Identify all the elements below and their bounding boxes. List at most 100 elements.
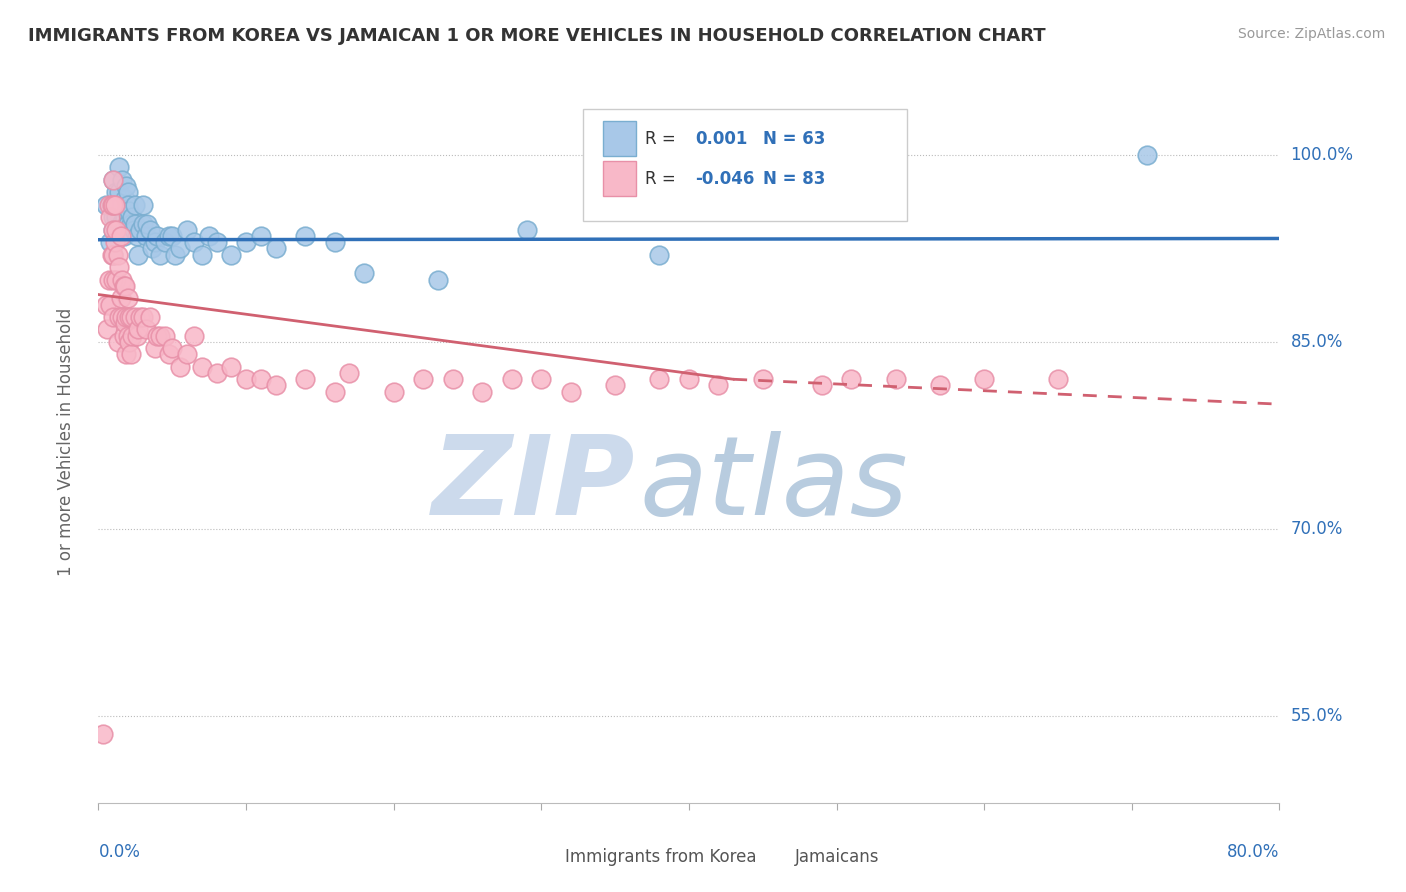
Point xyxy=(124,310,146,324)
Text: 85.0%: 85.0% xyxy=(1291,333,1343,351)
Text: R =: R = xyxy=(645,130,676,148)
Point xyxy=(98,211,121,225)
Text: 70.0%: 70.0% xyxy=(1291,520,1343,538)
Point xyxy=(127,322,149,336)
Point xyxy=(353,266,375,280)
Point xyxy=(104,235,127,250)
Point xyxy=(162,229,183,244)
Point xyxy=(118,204,141,219)
Point xyxy=(121,211,143,225)
Point xyxy=(1136,148,1159,162)
Point xyxy=(97,198,120,212)
Text: R =: R = xyxy=(645,169,676,187)
Point xyxy=(100,248,122,262)
Point xyxy=(135,229,157,244)
Point xyxy=(111,198,134,212)
Point xyxy=(94,198,117,212)
Point xyxy=(146,328,169,343)
Point xyxy=(973,372,995,386)
Point xyxy=(105,211,128,225)
Point xyxy=(98,235,121,250)
Point xyxy=(115,204,138,219)
Point xyxy=(110,229,132,244)
Point xyxy=(198,229,221,244)
Point xyxy=(441,372,464,386)
Point xyxy=(264,378,287,392)
Point xyxy=(157,347,180,361)
Point xyxy=(169,359,191,374)
Text: Immigrants from Korea: Immigrants from Korea xyxy=(565,848,756,866)
Point xyxy=(103,173,125,187)
Point xyxy=(605,378,627,392)
Point xyxy=(108,186,131,200)
Point xyxy=(108,260,131,274)
Text: 100.0%: 100.0% xyxy=(1291,146,1354,164)
Point xyxy=(884,372,907,386)
Text: 55.0%: 55.0% xyxy=(1291,706,1343,724)
Point xyxy=(117,186,139,200)
Point xyxy=(112,328,135,343)
Point xyxy=(139,310,162,324)
Text: 80.0%: 80.0% xyxy=(1227,843,1279,861)
Point xyxy=(412,372,434,386)
Point xyxy=(323,235,346,250)
Point xyxy=(841,372,863,386)
FancyBboxPatch shape xyxy=(530,847,555,868)
Point xyxy=(471,384,494,399)
Y-axis label: 1 or more Vehicles in Household: 1 or more Vehicles in Household xyxy=(56,308,75,575)
Point xyxy=(183,235,205,250)
Point xyxy=(929,378,952,392)
Point xyxy=(108,310,131,324)
Point xyxy=(153,235,176,250)
Point xyxy=(560,384,582,399)
Point xyxy=(128,223,150,237)
Point xyxy=(120,310,142,324)
Point xyxy=(124,217,146,231)
Point xyxy=(294,229,316,244)
Point xyxy=(205,366,228,380)
Point xyxy=(165,248,187,262)
Point xyxy=(117,198,139,212)
FancyBboxPatch shape xyxy=(582,109,907,221)
Point xyxy=(115,347,138,361)
Text: -0.046: -0.046 xyxy=(695,169,754,187)
Point xyxy=(143,341,166,355)
Point xyxy=(146,229,169,244)
Point xyxy=(98,297,121,311)
Point xyxy=(191,359,214,374)
Point xyxy=(103,310,125,324)
Point xyxy=(103,248,125,262)
Point xyxy=(136,217,159,231)
Point xyxy=(110,291,132,305)
Point xyxy=(707,378,730,392)
Point xyxy=(111,272,134,286)
Text: IMMIGRANTS FROM KOREA VS JAMAICAN 1 OR MORE VEHICLES IN HOUSEHOLD CORRELATION CH: IMMIGRANTS FROM KOREA VS JAMAICAN 1 OR M… xyxy=(28,27,1046,45)
Point xyxy=(516,223,538,237)
Point xyxy=(114,278,136,293)
Point xyxy=(382,384,405,399)
Point xyxy=(117,291,139,305)
Point xyxy=(115,310,138,324)
Text: Jamaicans: Jamaicans xyxy=(796,848,880,866)
Point xyxy=(114,316,136,330)
Point xyxy=(125,229,148,244)
Point xyxy=(105,186,128,200)
Point xyxy=(153,328,176,343)
Point xyxy=(118,334,141,349)
Point xyxy=(103,223,125,237)
Point xyxy=(110,198,132,212)
Point xyxy=(530,372,553,386)
Point xyxy=(294,372,316,386)
Point xyxy=(132,217,155,231)
Text: Source: ZipAtlas.com: Source: ZipAtlas.com xyxy=(1237,27,1385,41)
Point xyxy=(235,372,257,386)
Point xyxy=(103,272,125,286)
Point xyxy=(149,328,172,343)
Point xyxy=(103,211,125,225)
FancyBboxPatch shape xyxy=(759,847,786,868)
Point xyxy=(103,173,125,187)
Point xyxy=(678,372,700,386)
Point xyxy=(114,192,136,206)
Point xyxy=(648,372,671,386)
Point xyxy=(132,198,155,212)
